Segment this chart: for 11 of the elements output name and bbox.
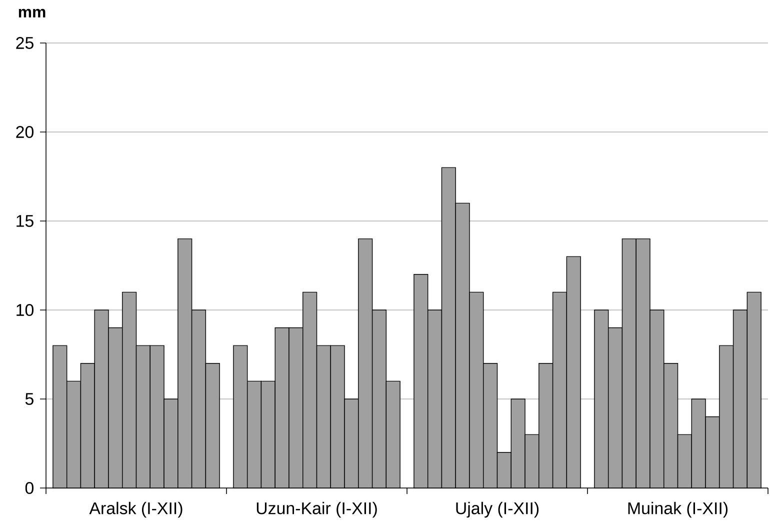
text: Ujaly (I-XII) (456, 502, 539, 518)
text: Aralsk (I-XII) (89, 502, 182, 518)
text: Uzun-Kair (I-XII) (256, 502, 377, 518)
y-axis-title: mm (18, 8, 46, 18)
y-tick-label: 10 (16, 304, 34, 316)
y-tick-label: 5 (25, 393, 34, 405)
text: Muinak (I-XII) (628, 502, 728, 518)
y-tick-label: 0 (25, 482, 34, 494)
y-tick-label: 20 (16, 126, 34, 138)
y-tick-label: 15 (16, 215, 34, 227)
y-tick-label: 25 (16, 36, 34, 49)
